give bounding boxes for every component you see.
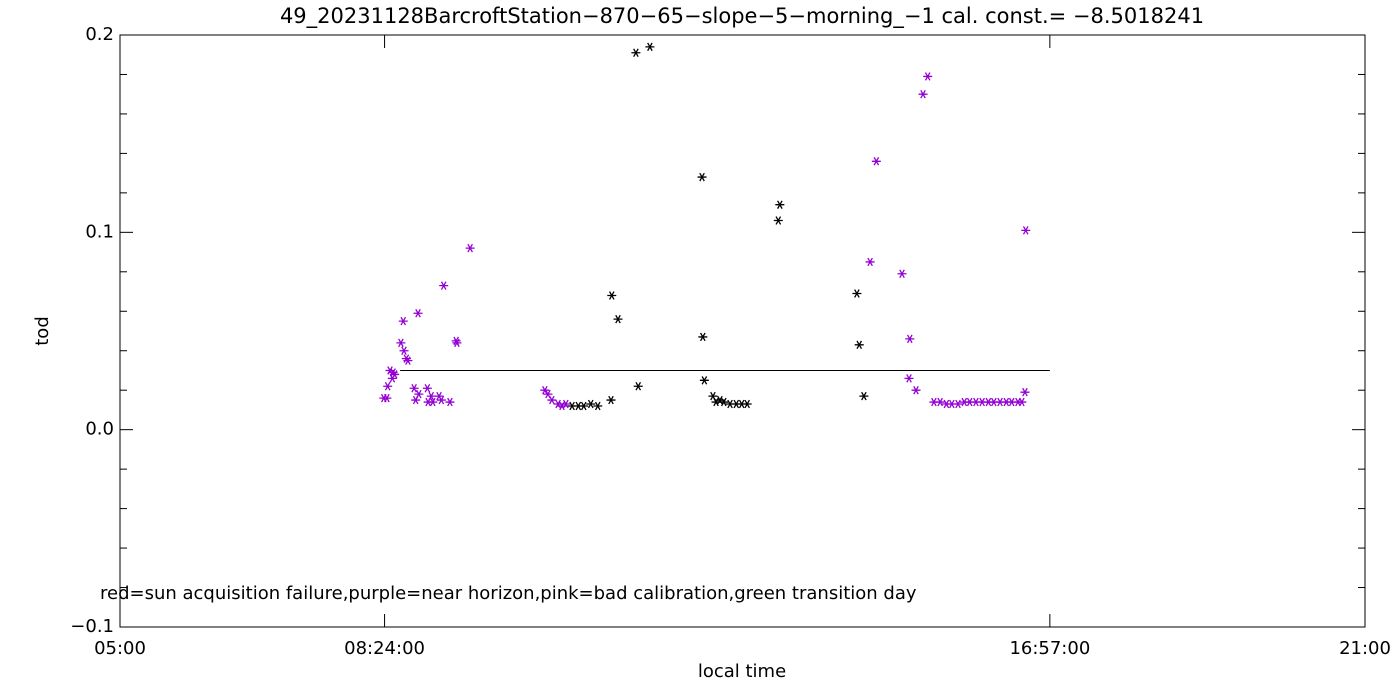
data-point: [403, 356, 413, 365]
y-tick-label: 0.0: [85, 419, 114, 440]
data-point: [854, 340, 864, 350]
x-axis-label: local time: [698, 661, 786, 682]
data-point: [697, 172, 707, 182]
data-point: [422, 383, 432, 393]
data-point: [465, 243, 475, 253]
data-point: [540, 385, 550, 395]
data-point: [390, 370, 400, 379]
data-point: [645, 42, 655, 52]
data-point: [918, 89, 928, 99]
data-point: [586, 399, 596, 409]
data-point: [719, 397, 729, 407]
annotation: red=sun acquisition failure,purple=near …: [100, 583, 917, 604]
data-point: [383, 382, 393, 391]
data-point: [773, 216, 783, 225]
data-point: [905, 334, 915, 344]
data-point: [859, 391, 869, 401]
data-point: [439, 281, 449, 290]
data-point: [904, 374, 914, 383]
data-point: [426, 391, 436, 401]
data-point: [1021, 226, 1031, 235]
data-point: [911, 385, 921, 395]
data-point: [923, 72, 933, 81]
data-point: [865, 257, 875, 267]
data-point: [953, 399, 963, 409]
data-point: [775, 200, 785, 209]
data-point: [606, 395, 616, 405]
data-point: [436, 395, 446, 405]
data-point: [593, 401, 603, 411]
data-point: [1017, 397, 1027, 407]
data-point: [445, 397, 455, 407]
data-point: [699, 376, 709, 385]
data-point: [399, 346, 409, 355]
data-point: [414, 389, 424, 399]
data-point: [631, 48, 641, 57]
x-tick-label: 08:24:00: [344, 638, 425, 659]
plot-frame: [119, 34, 1366, 628]
data-point: [742, 399, 752, 409]
data-point: [698, 332, 708, 342]
data-point: [413, 309, 423, 318]
data-point: [409, 383, 419, 393]
data-point: [607, 291, 617, 300]
x-tick-label: 16:57:00: [1009, 638, 1090, 659]
data-point: [428, 397, 438, 407]
y-tick-label: −0.1: [70, 616, 114, 637]
data-point: [382, 393, 392, 403]
data-point: [547, 395, 557, 405]
data-point: [613, 314, 623, 324]
data-point: [398, 316, 408, 326]
data-point: [579, 401, 589, 411]
chart-title: 49_20231128BarcroftStation−870−65−slope−…: [280, 4, 1204, 29]
y-axis-label: tod: [32, 316, 53, 346]
data-point: [871, 157, 881, 166]
y-tick-label: 0.2: [85, 24, 114, 45]
data-point: [1020, 387, 1030, 397]
data-point: [852, 289, 862, 298]
data-point: [561, 399, 571, 409]
data-point: [935, 397, 945, 407]
x-tick-label: 05:00: [94, 638, 146, 659]
y-tick-label: 0.1: [85, 221, 114, 242]
data-point: [452, 338, 462, 348]
data-point: [897, 269, 907, 279]
data-point: [396, 338, 406, 348]
x-tick-label: 21:00: [1339, 638, 1391, 659]
data-point: [633, 382, 643, 391]
